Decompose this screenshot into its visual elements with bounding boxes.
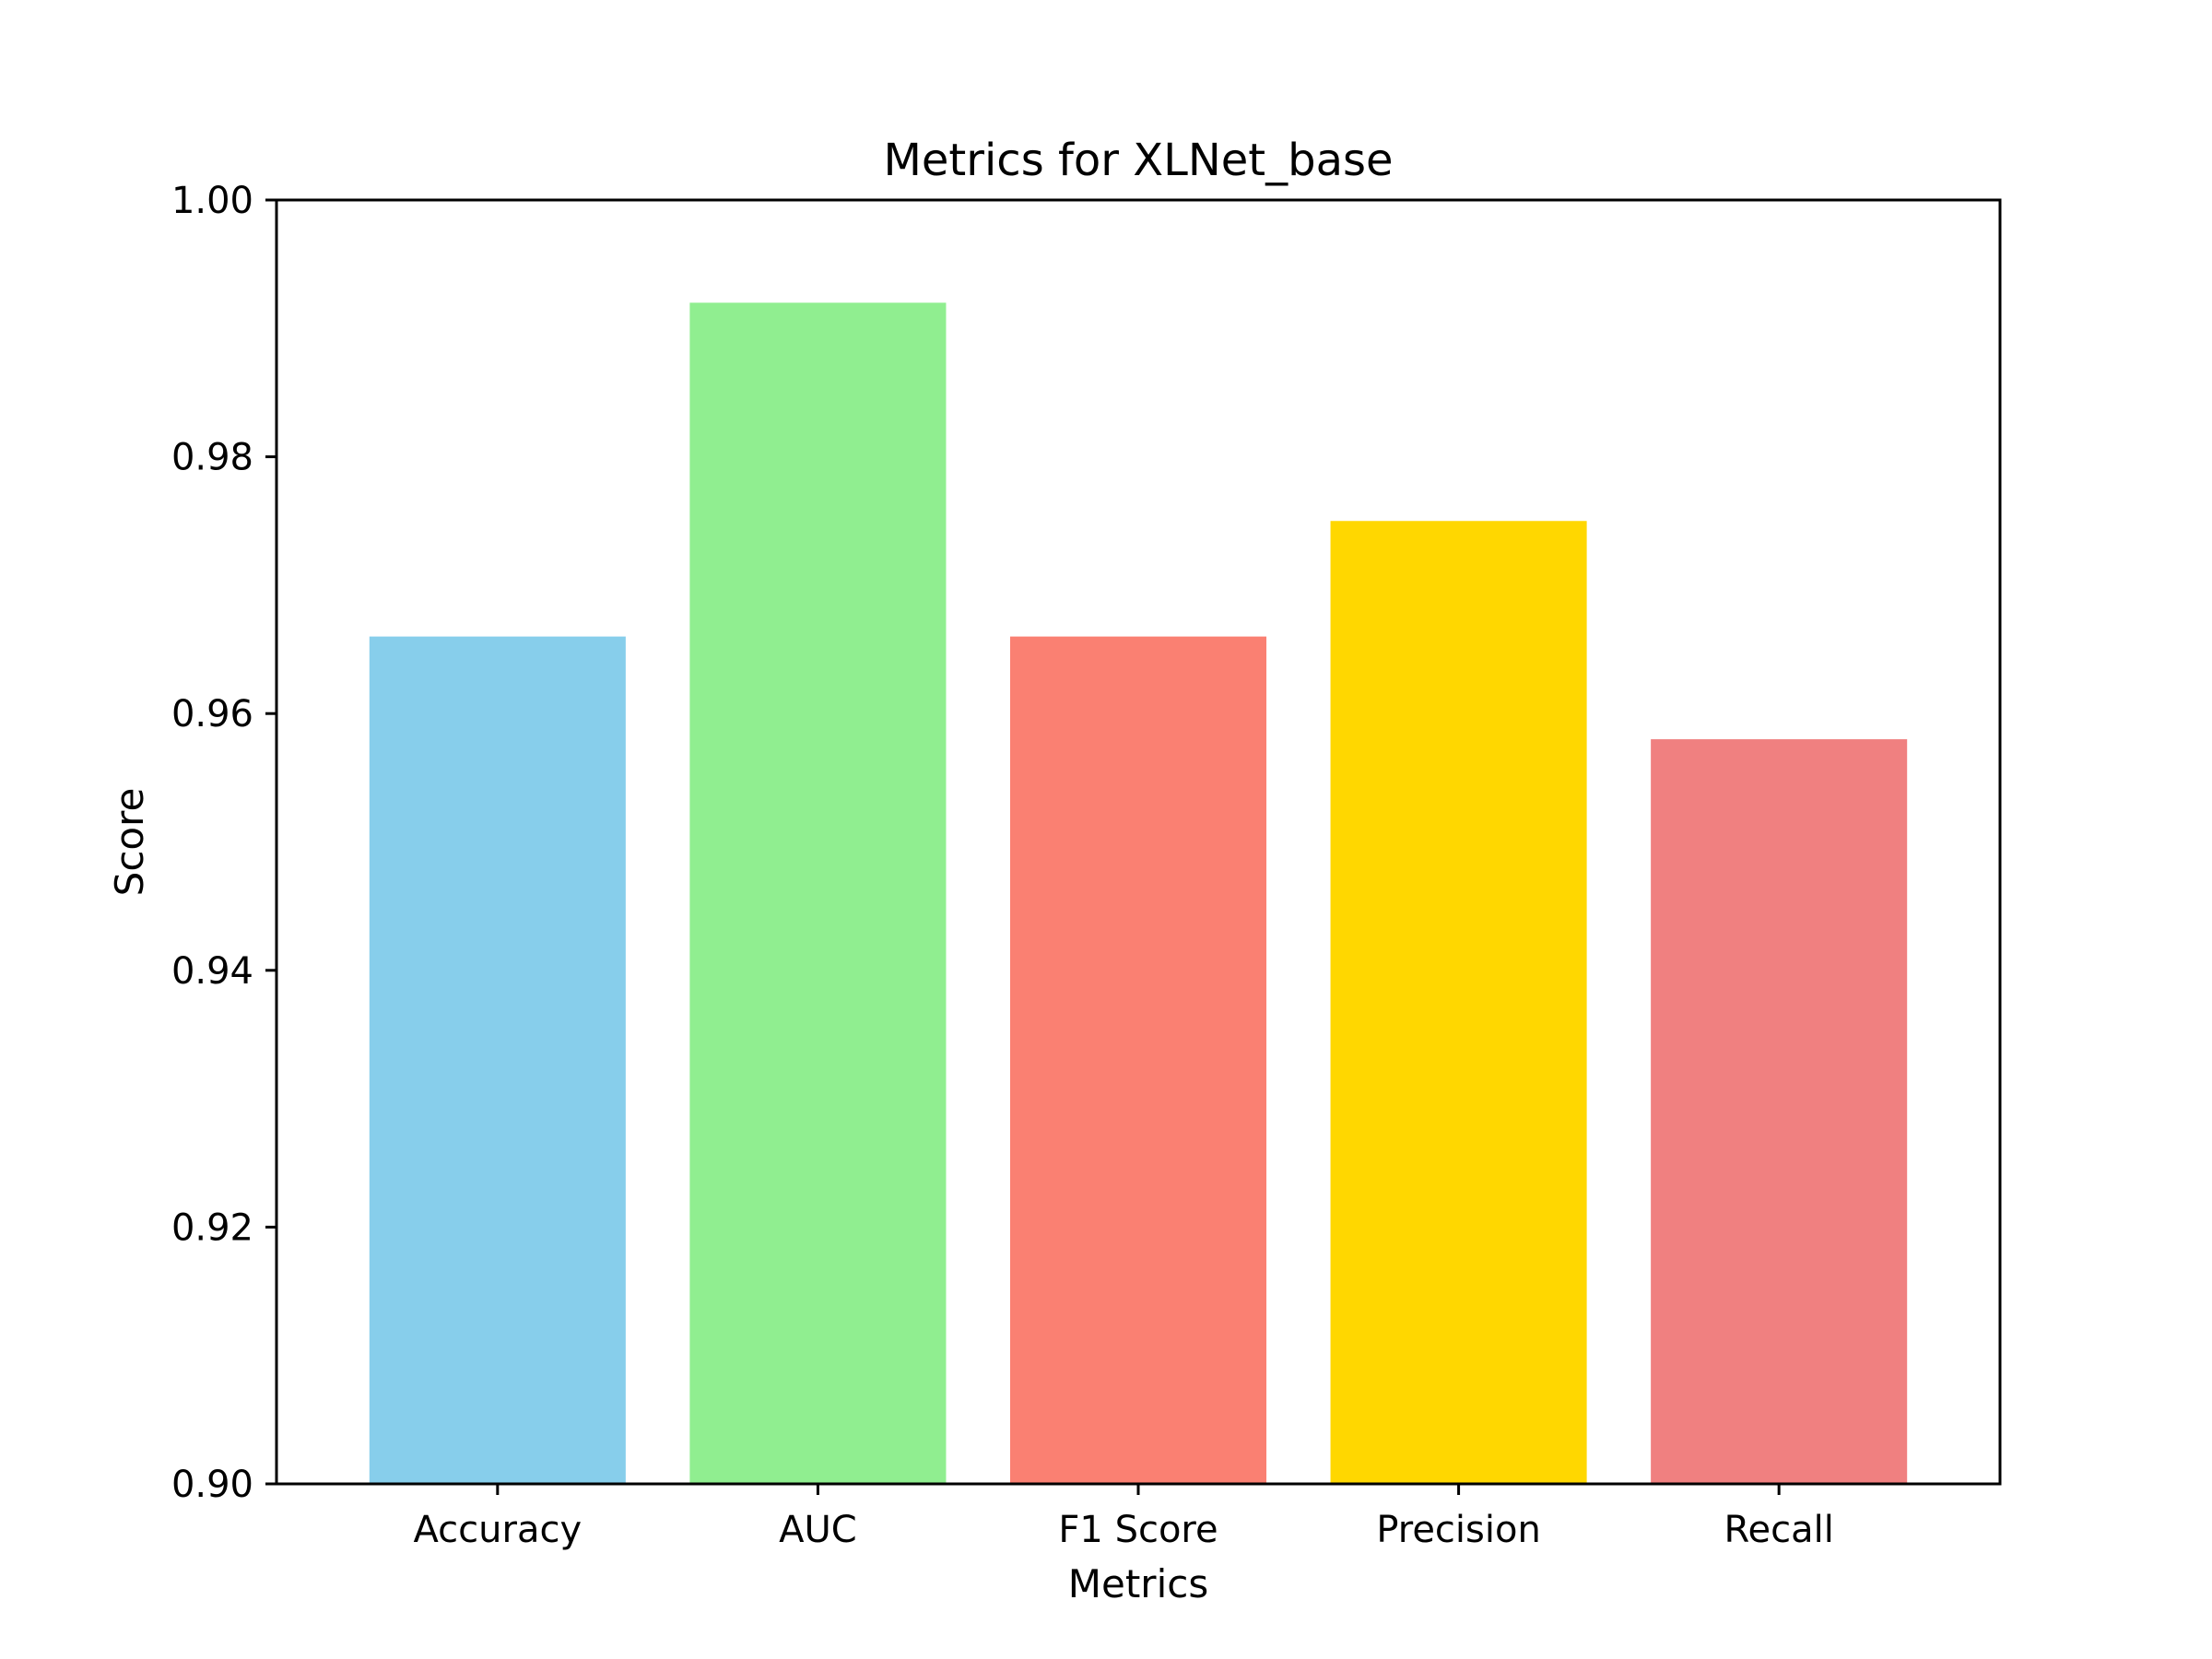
y-tick-label: 0.92 [171,1206,253,1249]
x-tick-label: Precision [1376,1509,1540,1551]
y-tick-label: 0.94 [171,950,253,993]
x-axis-label: Metrics [1068,1561,1208,1606]
bar-precision [1330,521,1587,1484]
y-axis-ticks: 0.90 0.92 0.94 0.96 0.98 1.00 [171,180,276,1506]
x-tick-label: F1 Score [1058,1509,1218,1551]
y-tick-label: 0.98 [171,437,253,479]
bar-recall [1651,739,1908,1484]
chart-title: Metrics for XLNet_base [883,135,1393,186]
x-tick-label: AUC [779,1509,857,1551]
y-tick-label: 0.96 [171,693,253,735]
y-tick-label: 1.00 [171,180,253,222]
x-tick-label: Recall [1724,1509,1833,1551]
bar-f1-score [1009,636,1267,1484]
bar-accuracy [369,636,626,1484]
x-tick-label: Accuracy [414,1509,582,1551]
y-axis-label: Score [107,788,152,897]
bar-auc [689,302,947,1485]
y-tick-label: 0.90 [171,1464,253,1506]
bars-group [369,302,1908,1485]
x-axis-ticks: Accuracy AUC F1 Score Precision Recall [414,1484,1834,1551]
